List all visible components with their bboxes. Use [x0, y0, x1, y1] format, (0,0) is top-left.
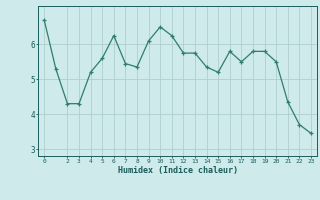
X-axis label: Humidex (Indice chaleur): Humidex (Indice chaleur) [118, 166, 238, 175]
